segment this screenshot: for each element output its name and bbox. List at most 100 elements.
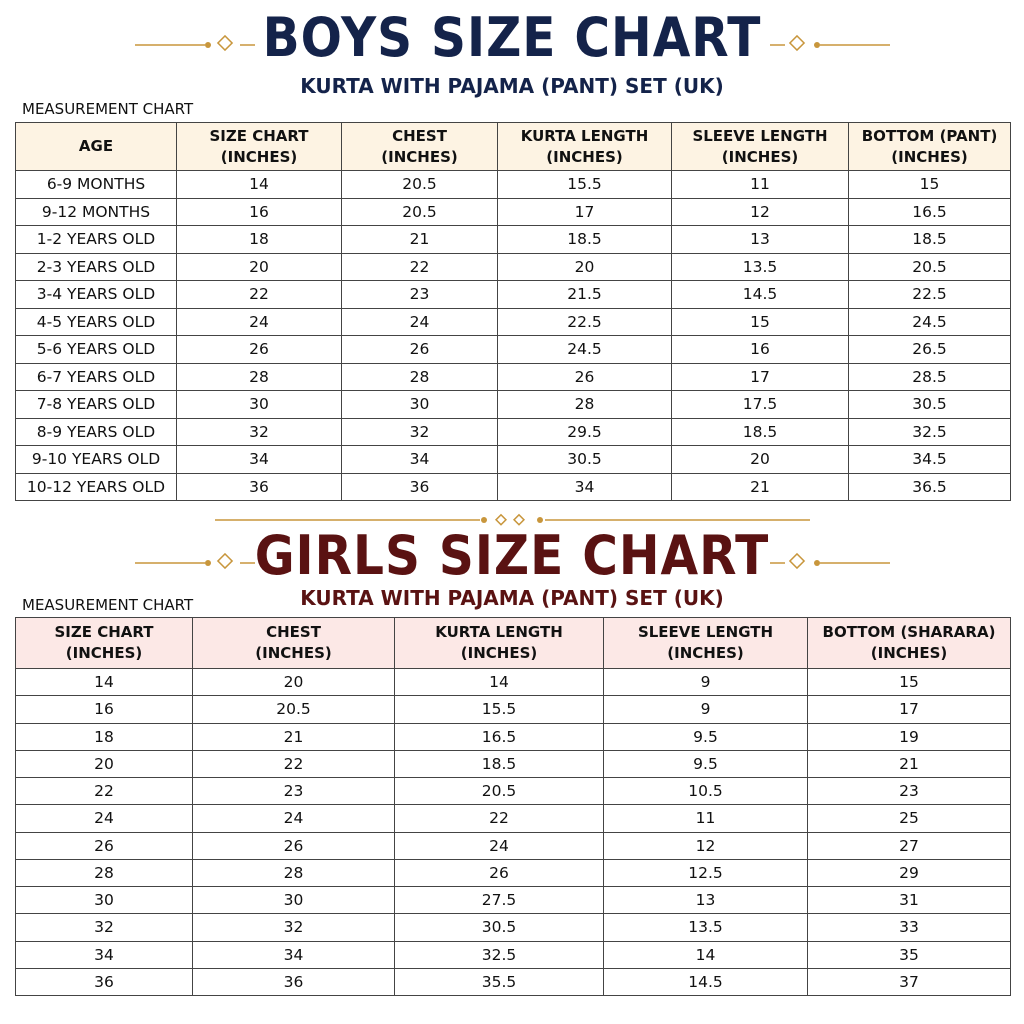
header-text: (INCHES) xyxy=(65,644,143,662)
cell: 32 xyxy=(15,913,193,942)
cell: 32.5 xyxy=(394,940,604,969)
cell: 22 xyxy=(394,804,604,833)
cell: 26 xyxy=(497,362,672,391)
header-cell: CHEST (INCHES) xyxy=(341,122,498,171)
row: 16 20.5 15.5 9 17 xyxy=(15,695,1011,724)
cell: 30 xyxy=(176,390,342,419)
cell: 24 xyxy=(394,831,604,860)
cell: 25 xyxy=(807,804,1011,833)
cell: 20 xyxy=(497,252,672,281)
cell: 18.5 xyxy=(671,417,849,446)
cell: 11 xyxy=(671,170,849,199)
row: 4-5 YEARS OLD 24 24 22.5 15 24.5 xyxy=(15,307,1011,336)
cell: 18 xyxy=(176,225,342,254)
cell: 27.5 xyxy=(394,885,604,915)
cell: 20.5 xyxy=(341,170,498,199)
cell: 30.5 xyxy=(497,445,672,474)
row: 24 24 22 11 25 xyxy=(15,804,1011,833)
header-text: (INCHES) xyxy=(255,644,332,662)
cell: 24 xyxy=(15,804,193,833)
cell: 14 xyxy=(603,940,808,969)
cell: 23 xyxy=(192,776,395,806)
cell: 28 xyxy=(192,858,395,888)
cell: 18.5 xyxy=(394,749,604,779)
cell: 15.5 xyxy=(394,695,604,724)
row: 22 23 20.5 10.5 23 xyxy=(15,776,1011,806)
row: 1-2 YEARS OLD 18 21 18.5 13 18.5 xyxy=(15,225,1011,254)
cell: 34 xyxy=(192,940,395,969)
header-text: SLEEVE LENGTH xyxy=(637,623,774,641)
cell: 23 xyxy=(807,776,1011,806)
cell: 13.5 xyxy=(603,913,808,942)
cell: 16.5 xyxy=(394,722,604,751)
cell: 9.5 xyxy=(603,749,808,779)
header-cell: KURTA LENGTH (INCHES) xyxy=(394,617,604,669)
ornament xyxy=(135,552,890,570)
cell: 28 xyxy=(497,390,672,419)
header-cell: KURTA LENGTH (INCHES) xyxy=(497,122,672,171)
cell: 31 xyxy=(807,885,1011,915)
cell: 12.5 xyxy=(603,858,808,888)
cell: 21 xyxy=(671,472,849,501)
subtitle: KURTA WITH PAJAMA (PANT) SET (UK) xyxy=(300,74,724,98)
cell: 34 xyxy=(497,472,672,501)
cell: 7-8 YEARS OLD xyxy=(15,390,177,419)
cell: 21 xyxy=(807,749,1011,779)
cell: 14 xyxy=(394,667,604,697)
subtitle: KURTA WITH PAJAMA (PANT) SET (UK) xyxy=(300,586,724,610)
header-cell: SLEEVE LENGTH (INCHES) xyxy=(603,617,808,669)
cell: 22.5 xyxy=(497,307,672,336)
cell: 9-12 MONTHS xyxy=(15,197,177,226)
section-label: MEASUREMENT CHART xyxy=(22,596,194,614)
header-text: CHEST xyxy=(266,623,321,641)
cell: 12 xyxy=(671,197,849,226)
cell: 36 xyxy=(15,967,193,997)
cell: 24.5 xyxy=(848,307,1011,336)
row: 10-12 YEARS OLD 36 36 34 21 36.5 xyxy=(15,472,1011,501)
header-cell: AGE xyxy=(15,122,177,171)
cell: 1-2 YEARS OLD xyxy=(15,225,177,254)
cell: 22 xyxy=(15,776,193,806)
cell: 33 xyxy=(807,913,1011,942)
header-text: (INCHES) xyxy=(460,644,538,662)
cell: 15 xyxy=(848,170,1011,199)
cell: 17 xyxy=(807,695,1011,724)
cell: 21 xyxy=(192,722,395,751)
cell: 20.5 xyxy=(192,695,395,724)
cell: 2-3 YEARS OLD xyxy=(15,252,177,281)
cell: 5-6 YEARS OLD xyxy=(15,335,177,364)
cell: 12 xyxy=(603,831,808,860)
cell: 14 xyxy=(176,170,342,199)
row: 36 36 35.5 14.5 37 xyxy=(15,967,1011,997)
cell: 23 xyxy=(341,280,498,309)
row: 30 30 27.5 13 31 xyxy=(15,885,1011,915)
header-text: BOTTOM (PANT) xyxy=(861,126,998,145)
cell: 28 xyxy=(176,362,342,391)
row: 9-12 MONTHS 16 20.5 17 12 16.5 xyxy=(15,197,1011,226)
row: 2-3 YEARS OLD 20 22 20 13.5 20.5 xyxy=(15,252,1011,281)
title: GIRLS SIZE CHART xyxy=(254,524,770,587)
cell: 20 xyxy=(671,445,849,474)
cell: 19 xyxy=(807,722,1011,751)
header-text: CHEST xyxy=(392,126,447,145)
header-cell: CHEST (INCHES) xyxy=(192,617,395,669)
cell: 3-4 YEARS OLD xyxy=(15,280,177,309)
header-text: (INCHES) xyxy=(667,644,744,662)
cell: 22 xyxy=(341,252,498,281)
cell: 32 xyxy=(176,417,342,446)
cell: 36 xyxy=(176,472,342,501)
cell: 20 xyxy=(176,252,342,281)
cell: 30.5 xyxy=(394,913,604,942)
row: 20 22 18.5 9.5 21 xyxy=(15,749,1011,779)
cell: 17.5 xyxy=(671,390,849,419)
cell: 21.5 xyxy=(497,280,672,309)
cell: 34.5 xyxy=(848,445,1011,474)
cell: 20 xyxy=(192,667,395,697)
title: BOYS SIZE CHART xyxy=(262,6,762,69)
header-text: (INCHES) xyxy=(870,644,948,662)
cell: 26 xyxy=(15,831,193,860)
cell: 26 xyxy=(192,831,395,860)
cell: 27 xyxy=(807,831,1011,860)
cell: 29.5 xyxy=(497,417,672,446)
header-text: (INCHES) xyxy=(381,147,458,166)
